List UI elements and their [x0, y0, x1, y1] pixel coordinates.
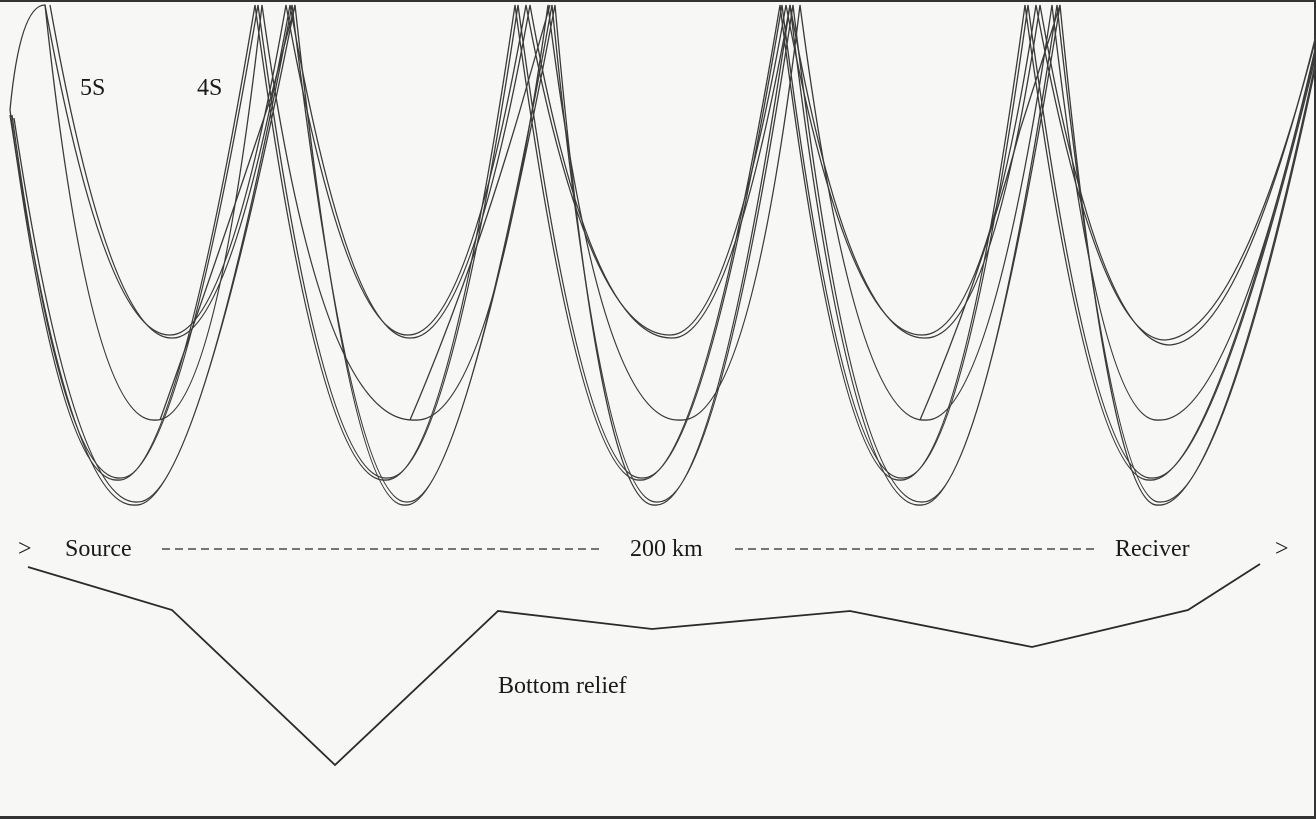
arrow-right-icon: > [1275, 536, 1289, 562]
ray-path [9, 4, 1316, 421]
bottom-relief-label: Bottom relief [498, 673, 627, 699]
ray-path [13, 4, 1316, 503]
ray-path [9, 4, 1316, 481]
ray-path [44, 4, 1316, 341]
bottom-relief-profile [27, 563, 1261, 767]
ray-path [409, 4, 551, 421]
arrow-left-icon: > [18, 536, 32, 562]
source-label: Source [65, 536, 132, 562]
ray-label-5s: 5S [80, 75, 105, 101]
ray-path [159, 4, 296, 421]
ray-path [919, 4, 1061, 421]
ray-path [11, 4, 1316, 479]
ray-label-4s: 4S [197, 75, 222, 101]
receiver-label: Reciver [1115, 536, 1190, 562]
ray-paths [9, 4, 1316, 506]
distance-label: 200 km [630, 536, 703, 562]
